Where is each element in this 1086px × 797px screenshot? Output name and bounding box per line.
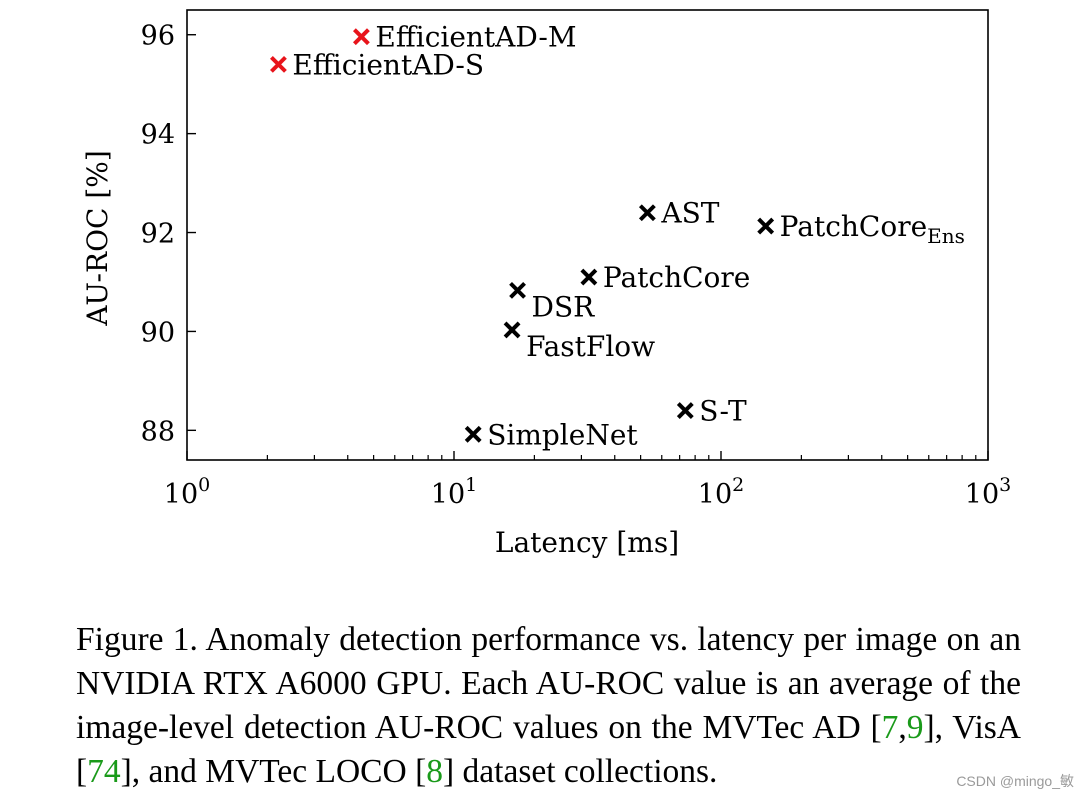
y-tick-label: 88 <box>141 416 175 447</box>
x-tick-label: 101 <box>431 474 477 510</box>
x-marker <box>503 321 521 339</box>
data-point: AST <box>638 197 720 230</box>
data-point: S-T <box>676 395 747 428</box>
point-label: SimpleNet <box>487 418 638 451</box>
watermark: CSDN @mingo_敏 <box>956 773 1074 789</box>
point-label: PatchCoreEns <box>780 210 965 248</box>
point-label: PatchCore <box>603 261 750 294</box>
x-marker <box>638 204 656 222</box>
citation-link[interactable]: 9 <box>906 709 924 746</box>
citation-link[interactable]: 8 <box>426 753 443 790</box>
x-marker <box>464 425 482 443</box>
point-label: S-T <box>699 395 747 428</box>
caption-text: Figure 1. Anomaly detection performance … <box>76 621 1021 746</box>
x-tick-label: 100 <box>164 474 210 510</box>
citation-link[interactable]: 7 <box>881 709 899 746</box>
y-tick-label: 90 <box>141 317 175 348</box>
point-label: AST <box>660 197 719 230</box>
y-tick-label: 94 <box>141 120 175 151</box>
data-point: PatchCoreEns <box>757 210 965 248</box>
x-axis: 100 101 102 103 <box>164 451 1011 510</box>
point-label: FastFlow <box>526 330 655 363</box>
x-marker <box>509 281 526 299</box>
x-axis-label: Latency [ms] <box>495 526 679 559</box>
y-tick-label: 96 <box>141 21 175 52</box>
x-marker <box>676 402 694 419</box>
data-point: PatchCore <box>580 261 750 294</box>
plot-frame <box>186 9 989 461</box>
x-marker <box>757 217 775 235</box>
x-tick-label: 103 <box>965 474 1011 510</box>
citation-link[interactable]: 74 <box>87 753 121 790</box>
data-point: SimpleNet <box>464 418 638 451</box>
plot-area <box>186 9 989 461</box>
point-label: EfficientAD-M <box>375 21 576 54</box>
figure-caption: Figure 1. Anomaly detection performance … <box>76 621 1021 790</box>
x-marker <box>270 55 287 73</box>
x-marker <box>352 28 370 46</box>
y-axis-label: AU-ROC [%] <box>81 150 114 327</box>
data-point: FastFlow <box>503 321 655 363</box>
x-tick-label: 102 <box>698 474 744 510</box>
data-point: DSR <box>509 281 596 323</box>
y-axis: 88 90 92 94 96 <box>141 21 196 447</box>
x-marker <box>580 268 598 286</box>
point-label: DSR <box>532 290 596 323</box>
scatter-chart: 100 101 102 103 88 90 92 94 96 EfficientAD-MEff… <box>81 9 1011 559</box>
y-tick-label: 92 <box>141 219 175 250</box>
data-point: EfficientAD-M <box>352 21 577 54</box>
data-point: EfficientAD-S <box>270 48 484 81</box>
point-label: EfficientAD-S <box>292 48 484 81</box>
